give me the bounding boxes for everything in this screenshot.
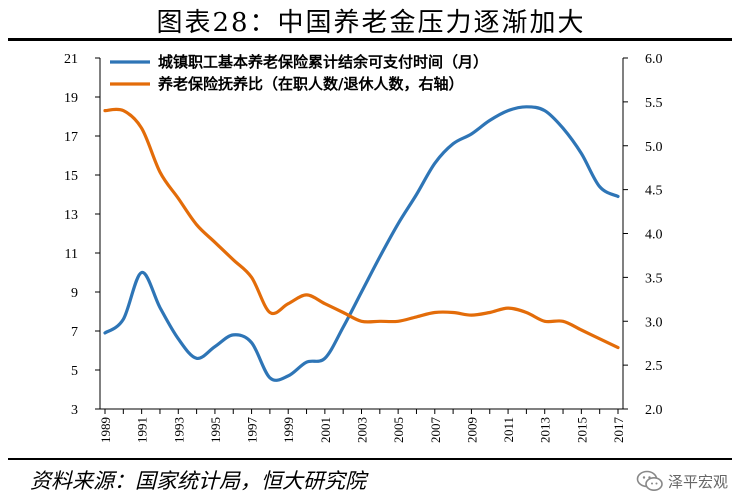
y-left-tick-label: 19 (64, 91, 78, 106)
brand-name: 泽平宏观 (667, 472, 728, 491)
x-tick-label: 1993 (171, 417, 186, 443)
series-line-dependency-ratio (103, 107, 620, 350)
x-tick-label: 1999 (281, 417, 296, 443)
y-left-tick-label: 3 (71, 403, 78, 418)
y-left-tick-label: 11 (65, 247, 78, 262)
x-tick-label: 1995 (208, 417, 223, 443)
y-right-tick-label: 5.5 (645, 96, 663, 111)
y-left-tick-label: 17 (64, 130, 78, 145)
series-line-pension-months (103, 105, 620, 382)
y-left-tick-label: 15 (64, 169, 78, 184)
y-right-tick-label: 4.0 (645, 228, 663, 243)
x-tick-label: 2015 (574, 417, 589, 443)
x-tick-label: 1991 (135, 417, 150, 443)
y-right-tick-label: 4.5 (645, 184, 663, 199)
x-tick-label: 2009 (464, 417, 479, 443)
y-left-tick-label: 5 (71, 364, 78, 379)
y-right-tick-label: 2.0 (645, 403, 663, 418)
footer-rule (8, 458, 732, 460)
y-left-tick-label: 13 (64, 208, 78, 223)
legend-label: 城镇职工基本养老保险累计结余可支付时间（月） (158, 53, 488, 71)
y-right-tick-label: 6.0 (645, 52, 663, 67)
x-tick-label: 2005 (391, 417, 406, 443)
y-right-tick-label: 5.0 (645, 140, 663, 155)
y-left-tick-label: 9 (71, 286, 78, 301)
x-tick-label: 2007 (428, 417, 443, 444)
y-left-tick-label: 7 (71, 325, 78, 340)
y-right-tick-label: 3.5 (645, 271, 663, 286)
x-tick-label: 2003 (355, 417, 370, 443)
x-tick-label: 1989 (98, 417, 113, 443)
x-tick-label: 2017 (611, 417, 626, 444)
x-tick-label: 2013 (538, 417, 553, 443)
x-tick-label: 1997 (245, 417, 260, 444)
y-left-tick-label: 21 (64, 52, 78, 67)
wechat-logo-icon (636, 470, 663, 491)
brand-watermark: 泽平宏观 (636, 470, 728, 492)
source-note: 资料来源：国家统计局，恒大研究院 (30, 469, 366, 493)
x-tick-label: 2001 (318, 417, 333, 443)
y-right-tick-label: 3.0 (645, 315, 663, 330)
y-right-tick-label: 2.5 (645, 359, 663, 374)
chart-title: 图表28：中国养老金压力逐渐加大 (156, 8, 586, 38)
x-tick-label: 2011 (501, 417, 516, 443)
legend-label: 养老保险抚养比（在职人数/退休人数，右轴） (157, 75, 463, 93)
title-rule (8, 38, 732, 41)
